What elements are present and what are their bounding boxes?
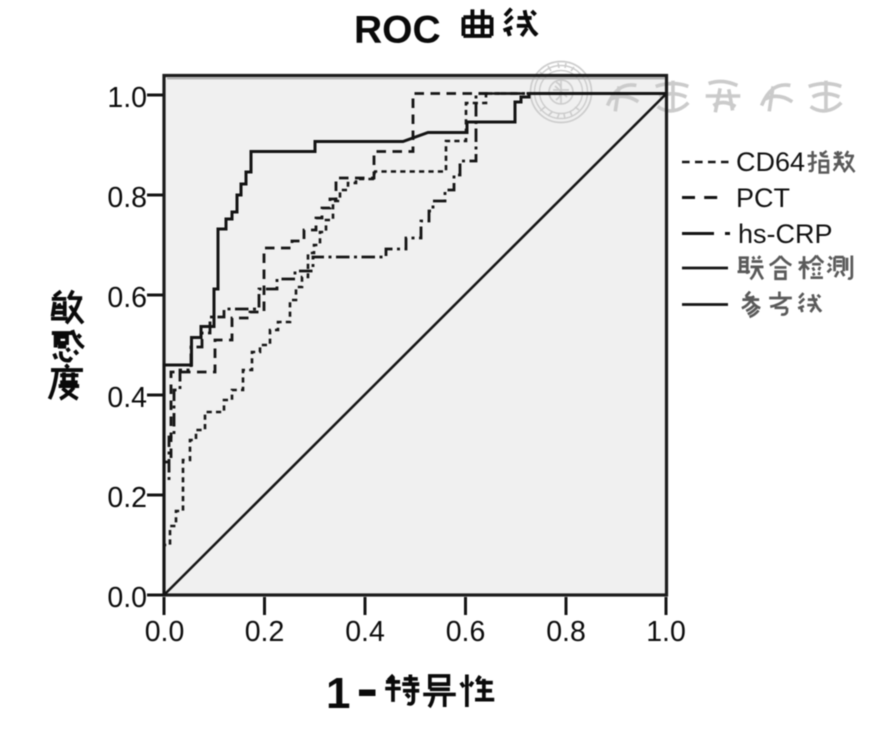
svg-text:hs-CRP: hs-CRP [738,219,833,249]
svg-text:1.0: 1.0 [646,616,686,648]
svg-text:0.0: 0.0 [107,582,147,614]
svg-text:ROC: ROC [354,9,441,52]
svg-text:0.6: 0.6 [107,282,147,314]
svg-text:0.8: 0.8 [107,182,147,214]
svg-text:1: 1 [326,669,350,718]
svg-text:0.6: 0.6 [446,616,486,648]
svg-text:0.8: 0.8 [546,616,586,648]
svg-text:0.2: 0.2 [245,616,285,648]
svg-text:0.4: 0.4 [345,616,385,648]
svg-text:CD64: CD64 [736,147,805,177]
svg-text:0.0: 0.0 [145,616,185,648]
svg-text:0.4: 0.4 [107,382,147,414]
svg-text:PCT: PCT [736,183,790,213]
svg-text:0.2: 0.2 [107,482,147,514]
svg-text:1.0: 1.0 [107,82,147,114]
